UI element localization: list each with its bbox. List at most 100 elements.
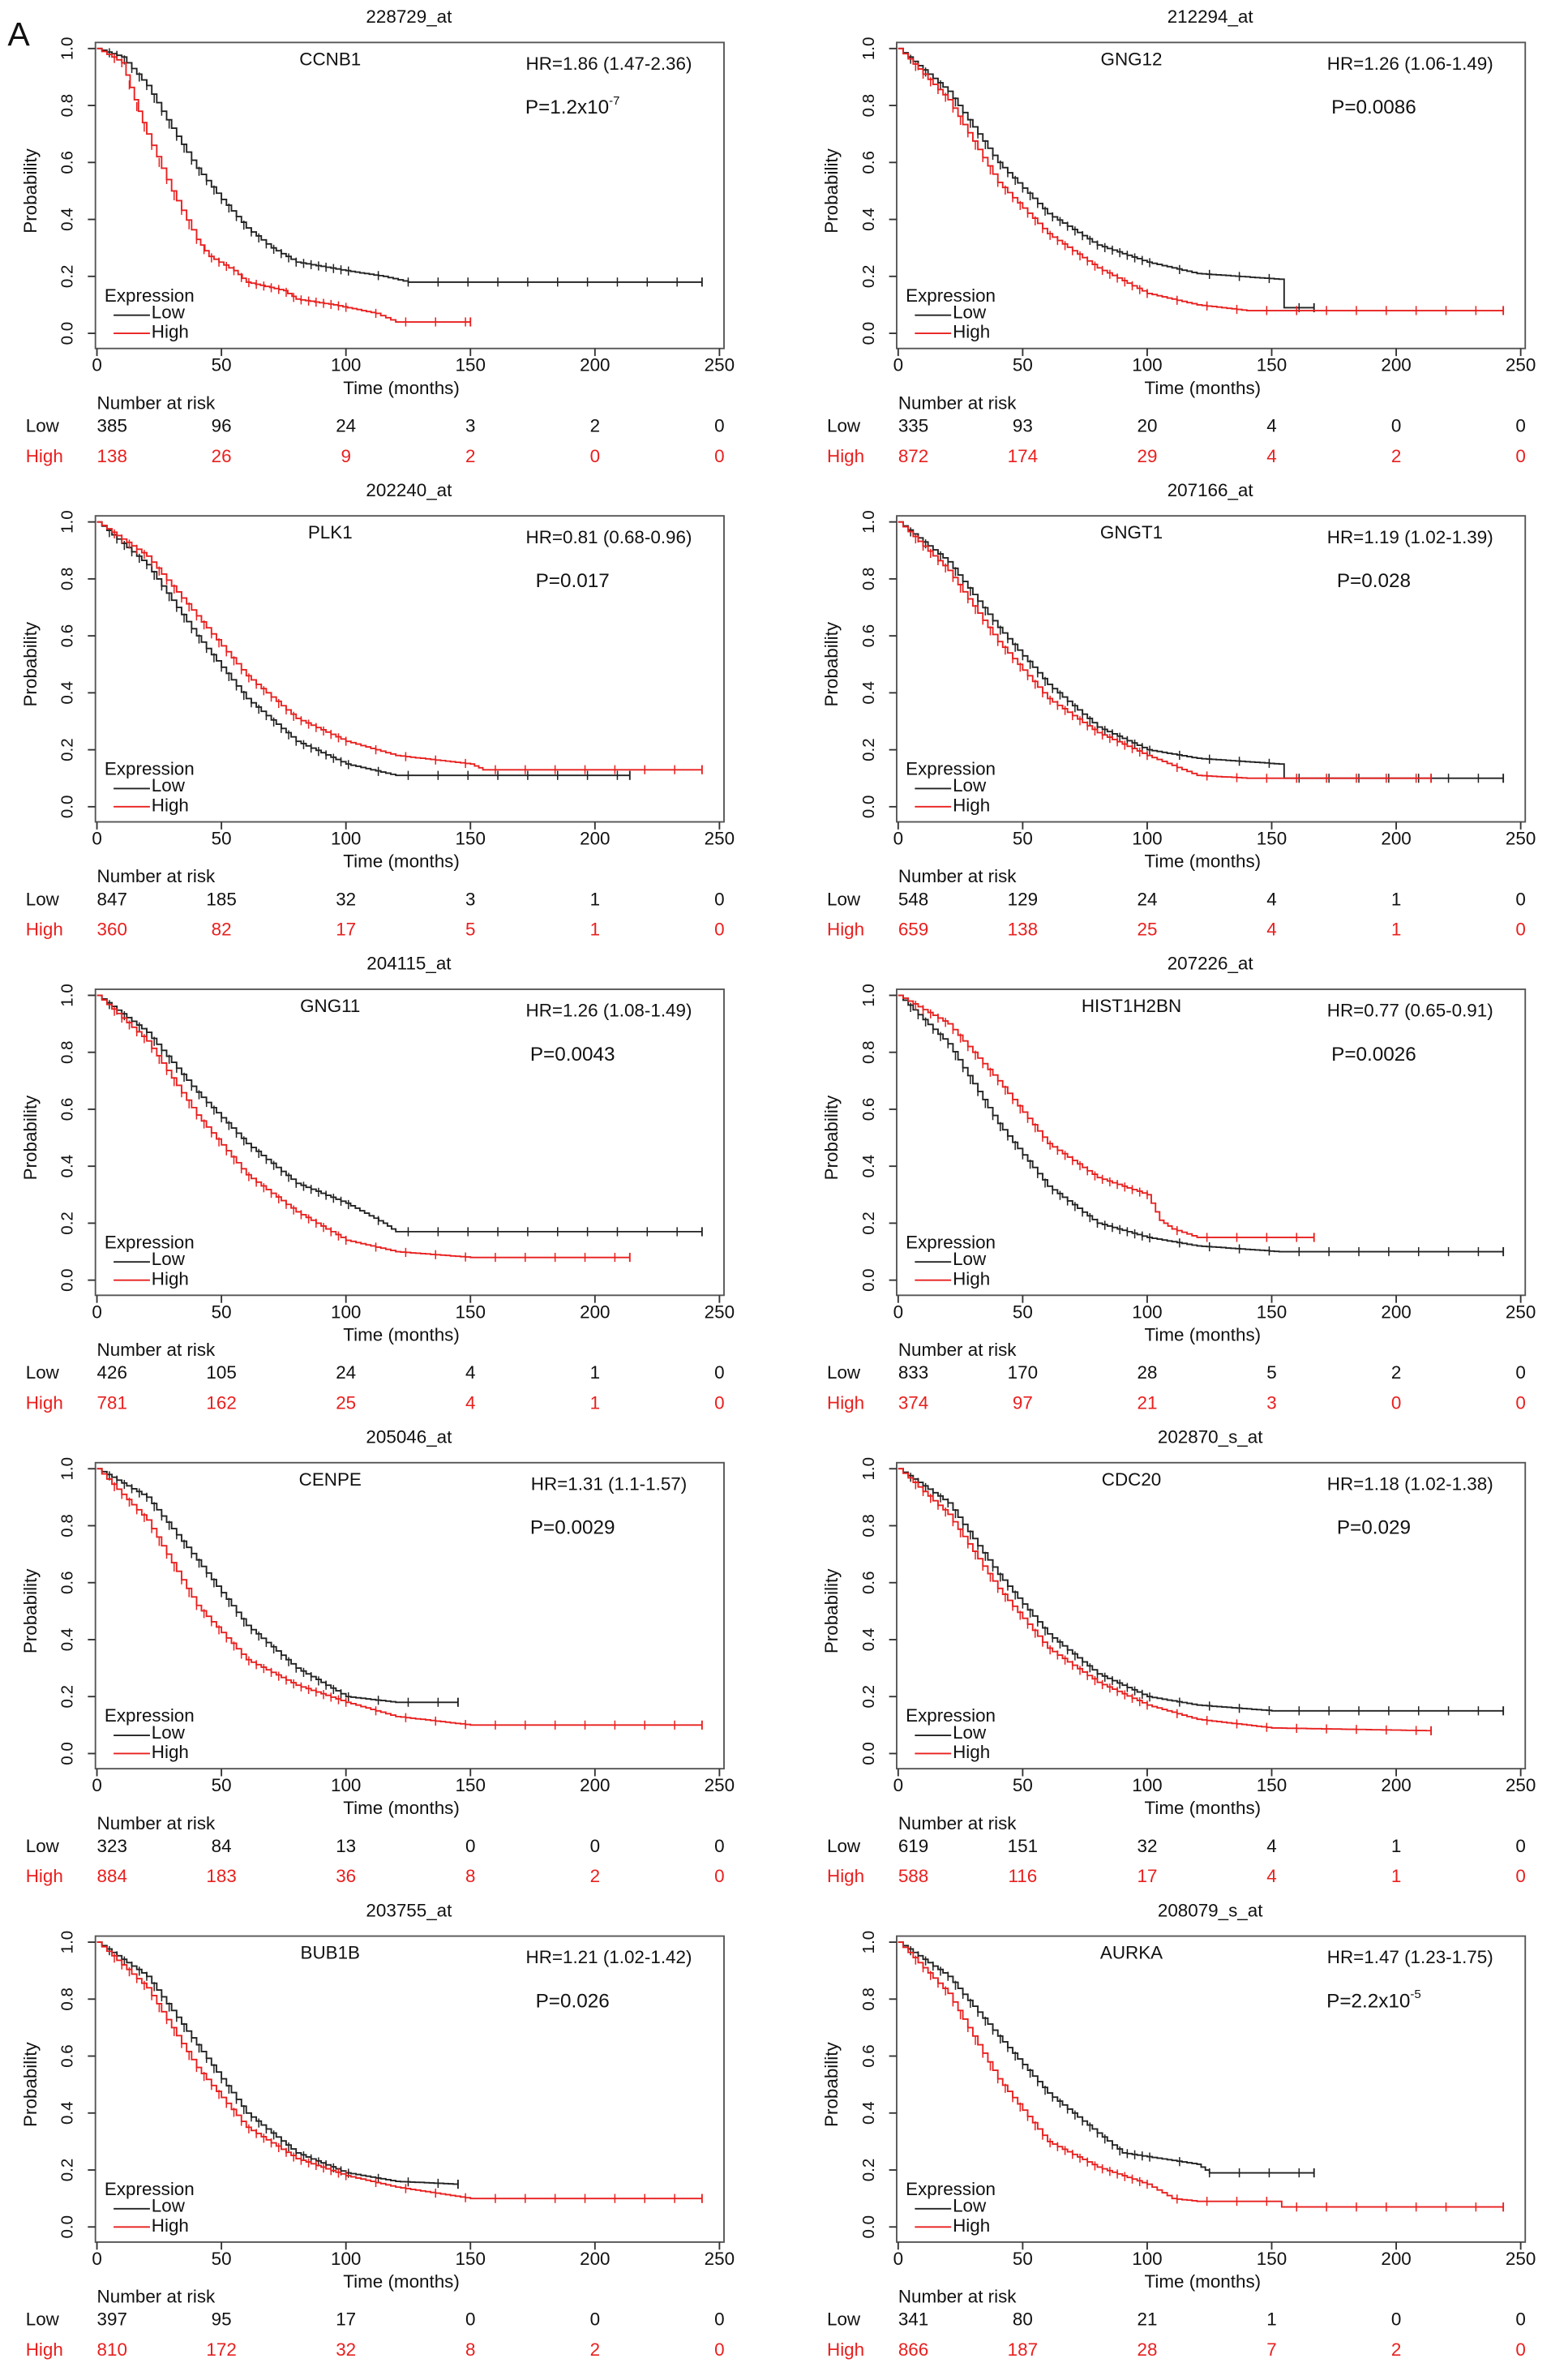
- y-tick-label: 0.6: [58, 1571, 77, 1594]
- risk-table-title: Number at risk: [898, 1340, 1017, 1360]
- risk-count-high: 810: [97, 2339, 127, 2360]
- risk-row-label-low: Low: [827, 1836, 861, 1856]
- x-tick-label: 150: [1257, 1301, 1287, 1322]
- legend-title: Expression: [105, 1232, 195, 1252]
- risk-row-label-low: Low: [827, 415, 861, 435]
- x-tick-label: 250: [1506, 1775, 1536, 1795]
- survival-curve-low: [96, 994, 702, 1233]
- risk-count-high: 0: [714, 920, 724, 940]
- x-tick-label: 50: [1013, 829, 1033, 849]
- risk-count-low: 129: [1008, 889, 1038, 909]
- x-tick-label: 0: [893, 355, 903, 375]
- gene-label: CDC20: [1102, 1469, 1161, 1490]
- y-tick-label: 0.6: [859, 2044, 878, 2068]
- legend-high: High: [953, 2215, 990, 2236]
- y-tick-label: 1.0: [859, 37, 878, 61]
- risk-count-high: 4: [1266, 446, 1276, 466]
- x-tick-label: 150: [456, 1775, 486, 1795]
- y-tick-label: 0.8: [859, 94, 878, 118]
- risk-count-high: 0: [1515, 1392, 1525, 1413]
- y-tick-label: 1.0: [859, 510, 878, 534]
- risk-count-low: 20: [1137, 415, 1157, 435]
- risk-count-low: 0: [714, 415, 724, 435]
- gene-label: HIST1H2BN: [1082, 996, 1181, 1016]
- risk-count-low: 151: [1008, 1836, 1038, 1856]
- y-tick-label: 0.8: [58, 1514, 77, 1537]
- risk-count-low: 3: [465, 889, 475, 909]
- y-tick-label: 0.4: [859, 2101, 878, 2125]
- p-value: P=0.0043: [530, 1044, 615, 1066]
- x-tick-label: 0: [92, 355, 101, 375]
- km-panel-ccnb1: 228729_at CCNB1 HR=1.86 (1.47-2.36) P=1.2x1…: [20, 6, 735, 466]
- km-panel-aurka: 208079_s_at AURKA HR=1.47 (1.23-1.75) P=2.2…: [821, 1900, 1536, 2360]
- y-tick-label: 0.4: [859, 1628, 878, 1652]
- risk-count-high: 0: [1515, 1866, 1525, 1886]
- survival-curve-high: [898, 47, 1504, 311]
- gene-label: CENPE: [299, 1469, 362, 1490]
- risk-count-low: 0: [590, 1836, 600, 1856]
- legend-low: Low: [953, 1722, 987, 1743]
- risk-count-low: 24: [336, 1362, 356, 1383]
- y-tick-label: 0.4: [859, 1155, 878, 1178]
- x-tick-label: 100: [331, 355, 361, 375]
- x-tick-label: 50: [1013, 355, 1033, 375]
- risk-count-high: 0: [714, 1866, 724, 1886]
- risk-table-title: Number at risk: [898, 2287, 1017, 2307]
- risk-count-low: 0: [1515, 2309, 1525, 2330]
- x-tick-label: 0: [893, 829, 903, 849]
- risk-count-low: 4: [465, 1362, 475, 1383]
- legend-low: Low: [152, 302, 186, 322]
- hazard-ratio: HR=1.26 (1.08-1.49): [526, 1001, 692, 1021]
- survival-curve-high: [898, 1468, 1432, 1732]
- risk-row-label-low: Low: [827, 2309, 861, 2330]
- x-tick-label: 100: [1132, 355, 1162, 375]
- survival-curve-low: [898, 47, 1314, 309]
- x-tick-label: 150: [1257, 829, 1287, 849]
- p-value: P=0.0029: [530, 1517, 615, 1539]
- y-axis-label: Probability: [821, 148, 842, 233]
- risk-count-high: 2: [590, 1866, 600, 1886]
- risk-count-high: 0: [714, 1392, 724, 1413]
- legend-low: Low: [953, 2196, 987, 2216]
- y-tick-label: 0.4: [58, 1155, 77, 1178]
- risk-count-low: 95: [212, 2309, 232, 2330]
- y-tick-label: 0.0: [58, 1742, 77, 1765]
- risk-row-label-high: High: [827, 2339, 864, 2360]
- p-value: P=0.0026: [1331, 1044, 1416, 1066]
- y-axis-label: Probability: [20, 1568, 41, 1653]
- risk-row-label-high: High: [827, 920, 864, 940]
- survival-curve-high: [898, 994, 1314, 1238]
- legend-low: Low: [152, 2196, 186, 2216]
- x-tick-label: 50: [212, 1301, 232, 1322]
- risk-count-low: 24: [336, 415, 356, 435]
- plot-frame: [896, 1935, 1527, 2243]
- chart-title: 207166_at: [1168, 480, 1254, 500]
- legend-title: Expression: [906, 2179, 996, 2199]
- x-tick-label: 50: [212, 1775, 232, 1795]
- risk-count-low: 105: [206, 1362, 236, 1383]
- y-tick-label: 1.0: [859, 984, 878, 1007]
- p-value-base: P=0.0026: [1331, 1044, 1416, 1066]
- y-tick-label: 0.2: [58, 265, 77, 289]
- risk-count-high: 174: [1008, 446, 1038, 466]
- legend-high: High: [152, 1742, 189, 1762]
- risk-table-title: Number at risk: [97, 1340, 216, 1360]
- p-value-base: P=0.0029: [530, 1517, 615, 1539]
- hazard-ratio: HR=1.18 (1.02-1.38): [1327, 1473, 1493, 1494]
- risk-count-high: 25: [1137, 920, 1157, 940]
- risk-count-low: 170: [1008, 1362, 1038, 1383]
- plot-frame: [896, 988, 1527, 1297]
- risk-count-high: 138: [97, 446, 127, 466]
- legend-low: Low: [953, 1249, 987, 1269]
- x-tick-label: 150: [456, 355, 486, 375]
- y-tick-label: 0.4: [58, 2101, 77, 2125]
- y-tick-label: 0.0: [58, 1268, 77, 1292]
- plot-frame: [94, 41, 725, 349]
- x-tick-label: 0: [893, 2249, 903, 2269]
- x-axis-label: Time (months): [1145, 378, 1262, 398]
- y-tick-label: 0.4: [859, 681, 878, 705]
- y-axis-label: Probability: [821, 621, 842, 706]
- risk-row-label-high: High: [827, 1392, 864, 1413]
- x-tick-label: 200: [1381, 1301, 1411, 1322]
- y-tick-label: 0.0: [58, 2215, 77, 2239]
